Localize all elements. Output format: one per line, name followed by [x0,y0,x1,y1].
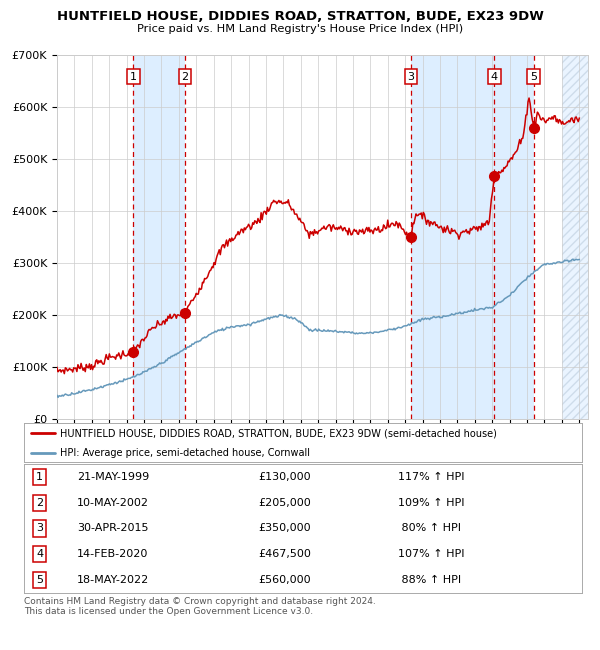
Text: 21-MAY-1999: 21-MAY-1999 [77,472,149,482]
Text: 117% ↑ HPI: 117% ↑ HPI [398,472,464,482]
Text: 30-APR-2015: 30-APR-2015 [77,523,149,534]
Bar [133,55,185,419]
Text: 5: 5 [530,72,537,82]
Text: £130,000: £130,000 [259,472,311,482]
Text: Contains HM Land Registry data © Crown copyright and database right 2024.
This d: Contains HM Land Registry data © Crown c… [24,597,376,616]
Text: 88% ↑ HPI: 88% ↑ HPI [398,575,461,585]
Text: 1: 1 [36,472,43,482]
Text: 14-FEB-2020: 14-FEB-2020 [77,549,148,559]
Text: £350,000: £350,000 [259,523,311,534]
Bar [411,55,494,419]
Text: HPI: Average price, semi-detached house, Cornwall: HPI: Average price, semi-detached house,… [60,448,310,458]
Text: HUNTFIELD HOUSE, DIDDIES ROAD, STRATTON, BUDE, EX23 9DW: HUNTFIELD HOUSE, DIDDIES ROAD, STRATTON,… [56,10,544,23]
Text: 80% ↑ HPI: 80% ↑ HPI [398,523,461,534]
Text: £467,500: £467,500 [259,549,311,559]
Bar [494,55,533,419]
Text: 18-MAY-2022: 18-MAY-2022 [77,575,149,585]
Text: 5: 5 [36,575,43,585]
Text: 3: 3 [407,72,415,82]
Text: 109% ↑ HPI: 109% ↑ HPI [398,498,464,508]
Text: £560,000: £560,000 [259,575,311,585]
Bar [562,55,588,419]
Text: Price paid vs. HM Land Registry's House Price Index (HPI): Price paid vs. HM Land Registry's House … [137,24,463,34]
Text: £205,000: £205,000 [259,498,311,508]
Text: 2: 2 [36,498,43,508]
Text: 1: 1 [130,72,137,82]
Text: 10-MAY-2002: 10-MAY-2002 [77,498,149,508]
Text: 4: 4 [491,72,498,82]
Text: 4: 4 [36,549,43,559]
Text: 3: 3 [36,523,43,534]
Text: 2: 2 [182,72,188,82]
Text: 107% ↑ HPI: 107% ↑ HPI [398,549,464,559]
Text: HUNTFIELD HOUSE, DIDDIES ROAD, STRATTON, BUDE, EX23 9DW (semi-detached house): HUNTFIELD HOUSE, DIDDIES ROAD, STRATTON,… [60,428,497,438]
